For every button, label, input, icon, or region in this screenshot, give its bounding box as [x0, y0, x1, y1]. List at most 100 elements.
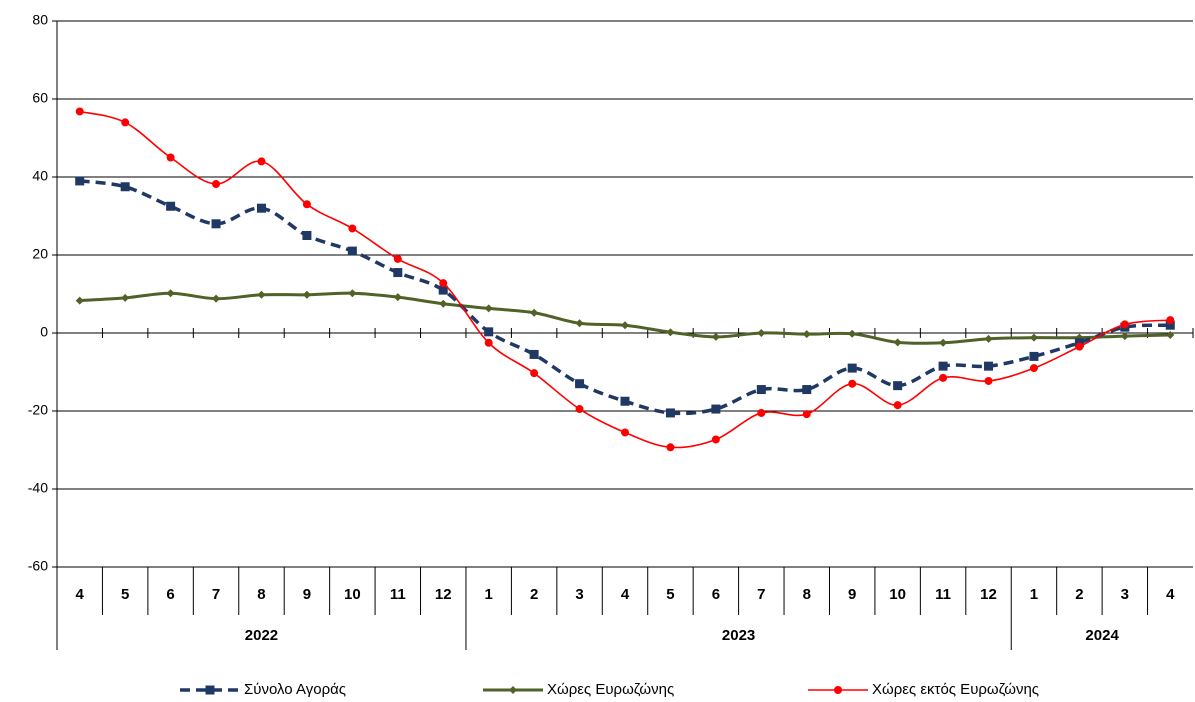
point — [984, 361, 994, 371]
x-group-label: 2023 — [722, 627, 755, 644]
point — [575, 379, 585, 389]
x-tick-label: 1 — [1030, 586, 1038, 603]
point — [484, 327, 494, 337]
point — [621, 321, 629, 330]
x-tick-label: 2 — [1075, 586, 1083, 603]
point — [802, 330, 811, 339]
point — [393, 254, 402, 263]
legend-label: Χώρες Ευρωζώνης — [547, 681, 674, 698]
x-tick-label: 7 — [757, 586, 765, 603]
point — [121, 293, 130, 302]
point — [1120, 332, 1129, 341]
legend-marker — [509, 686, 517, 694]
point — [256, 203, 266, 213]
point — [257, 157, 266, 166]
point — [893, 401, 902, 410]
point — [347, 246, 357, 256]
x-tick-label: 9 — [848, 586, 856, 603]
point — [802, 385, 812, 395]
point — [166, 289, 175, 298]
x-tick-label: 7 — [212, 586, 220, 603]
series-line — [79, 291, 1171, 345]
series — [75, 107, 1175, 452]
point — [75, 107, 84, 116]
x-tick-label: 11 — [390, 586, 406, 603]
point — [575, 405, 584, 414]
point — [348, 289, 357, 298]
x-tick-label: 4 — [1166, 586, 1175, 603]
x-tick-label: 1 — [485, 586, 493, 603]
point — [939, 373, 948, 382]
point — [848, 379, 857, 388]
point — [211, 219, 221, 229]
x-tick-label: 12 — [980, 586, 997, 603]
y-tick-label: 80 — [32, 12, 48, 28]
x-tick-label: 10 — [889, 586, 906, 603]
point — [302, 200, 311, 209]
y-tick-label: -40 — [28, 480, 48, 496]
point — [529, 349, 539, 359]
y-tick-label: -60 — [28, 558, 48, 574]
point — [530, 308, 539, 317]
point — [711, 332, 720, 341]
point — [939, 338, 948, 347]
point — [75, 176, 85, 186]
y-tick-label: 40 — [32, 168, 48, 184]
point — [393, 268, 403, 278]
x-tick-label: 8 — [803, 586, 811, 603]
legend-label: Χώρες εκτός Ευρωζώνης — [872, 681, 1039, 698]
point — [439, 299, 448, 308]
point — [984, 376, 993, 385]
point — [1075, 342, 1084, 351]
point — [120, 182, 130, 192]
point — [802, 410, 811, 419]
x-tick-label: 10 — [344, 586, 361, 603]
point — [530, 369, 539, 378]
point — [1165, 320, 1175, 330]
point — [711, 435, 720, 444]
point — [1029, 333, 1038, 342]
x-tick-label: 8 — [257, 586, 265, 603]
x-tick-label: 6 — [166, 586, 174, 603]
point — [257, 290, 266, 299]
point — [439, 279, 448, 288]
y-tick-label: 60 — [32, 90, 48, 106]
point — [665, 408, 675, 418]
x-tick-label: 6 — [712, 586, 720, 603]
point — [166, 201, 176, 211]
y-tick-label: -20 — [28, 402, 48, 418]
point — [1120, 320, 1129, 329]
point — [212, 294, 221, 303]
point — [302, 231, 312, 240]
x-tick-label: 3 — [1121, 586, 1129, 603]
point — [121, 118, 130, 127]
point — [212, 180, 221, 189]
point — [575, 319, 584, 328]
point — [484, 338, 493, 347]
y-tick-label: 20 — [32, 246, 48, 262]
point — [847, 363, 857, 373]
point — [666, 328, 675, 337]
x-group-label: 2022 — [245, 627, 278, 644]
x-group-label: 2024 — [1085, 627, 1119, 644]
point — [484, 304, 493, 313]
point — [848, 329, 857, 338]
x-tick-label: 11 — [935, 586, 951, 603]
y-tick-label: 0 — [40, 324, 48, 340]
point — [393, 293, 402, 302]
point — [166, 153, 175, 162]
point — [756, 385, 766, 395]
series — [75, 289, 1175, 347]
point — [757, 408, 766, 417]
point — [1166, 330, 1175, 339]
legend-marker — [834, 686, 842, 694]
point — [711, 404, 721, 414]
x-tick-label: 2 — [530, 586, 538, 603]
x-tick-label: 12 — [435, 586, 452, 603]
x-tick-label: 9 — [303, 586, 311, 603]
point — [348, 224, 357, 233]
point — [1029, 351, 1039, 361]
point — [621, 428, 629, 437]
x-tick-label: 4 — [621, 586, 630, 603]
